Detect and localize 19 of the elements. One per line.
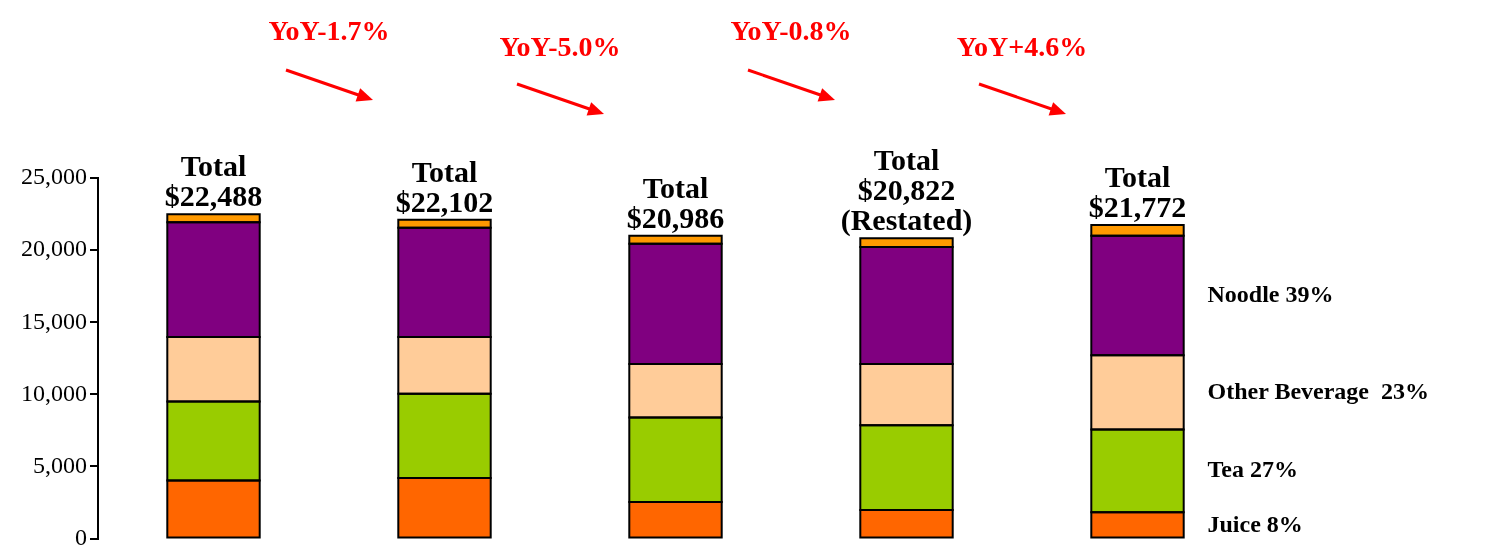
series-label: Juice 8% [1207, 510, 1303, 537]
y-tick-label: 25,000 [21, 163, 87, 190]
y-tick-label: 0 [75, 523, 87, 550]
y-tick-label: 5,000 [33, 451, 87, 478]
total-label: Total $22,488 [164, 149, 263, 213]
text: YoY-1.7% [268, 15, 390, 46]
total-label: Total $20,822 (Restated) [840, 143, 973, 238]
series-label: Other Beverage 23% [1207, 377, 1429, 404]
y-tick-label: 20,000 [21, 235, 87, 262]
text: YoY-5.0% [499, 31, 621, 62]
y-tick-label: 10,000 [21, 379, 87, 406]
total-label: Total $22,102 [395, 154, 494, 218]
total-label: Total $20,986 [626, 170, 725, 234]
series-label: Tea 27% [1207, 456, 1298, 483]
text: YoY-0.8% [730, 15, 852, 46]
total-label: Total $21,772 [1088, 159, 1187, 223]
text: YoY+4.6% [956, 31, 1088, 62]
y-tick-label: 15,000 [21, 307, 87, 334]
series-label: Noodle 39% [1207, 280, 1334, 307]
